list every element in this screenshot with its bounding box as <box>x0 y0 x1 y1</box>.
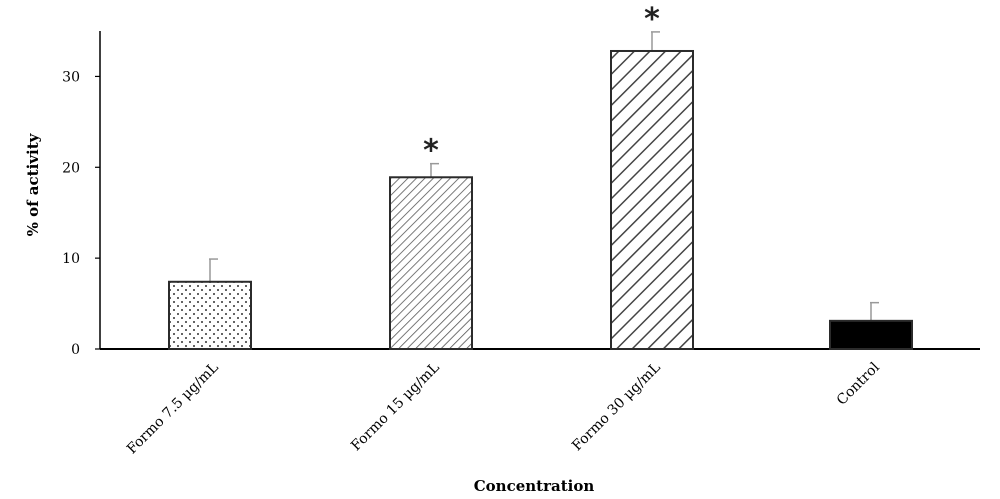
significance-marker: * <box>423 134 439 169</box>
x-tick-label: Formo 15 μg/mL <box>348 360 443 455</box>
bar <box>389 176 473 350</box>
category-labels: Formo 7.5 μg/mL Formo 15 μg/mL Formo 30 μg… <box>124 359 883 457</box>
bar <box>168 280 252 350</box>
y-tick-label: 0 <box>71 342 80 358</box>
x-axis-title: Concentration <box>474 477 595 495</box>
y-tick-label: 10 <box>62 251 80 267</box>
bar <box>610 49 694 350</box>
x-tick-label: Control <box>834 359 883 408</box>
bars: ** <box>168 2 913 351</box>
y-tick-label: 20 <box>62 160 80 176</box>
y-ticks: 0 10 20 30 <box>62 69 100 358</box>
bar <box>829 319 913 351</box>
y-tick-label: 30 <box>62 69 80 85</box>
significance-marker: * <box>644 2 660 37</box>
y-axis-title: % of activity <box>24 132 42 236</box>
x-tick-label: Formo 30 μg/mL <box>569 360 664 455</box>
x-tick-label: Formo 7.5 μg/mL <box>124 360 222 458</box>
